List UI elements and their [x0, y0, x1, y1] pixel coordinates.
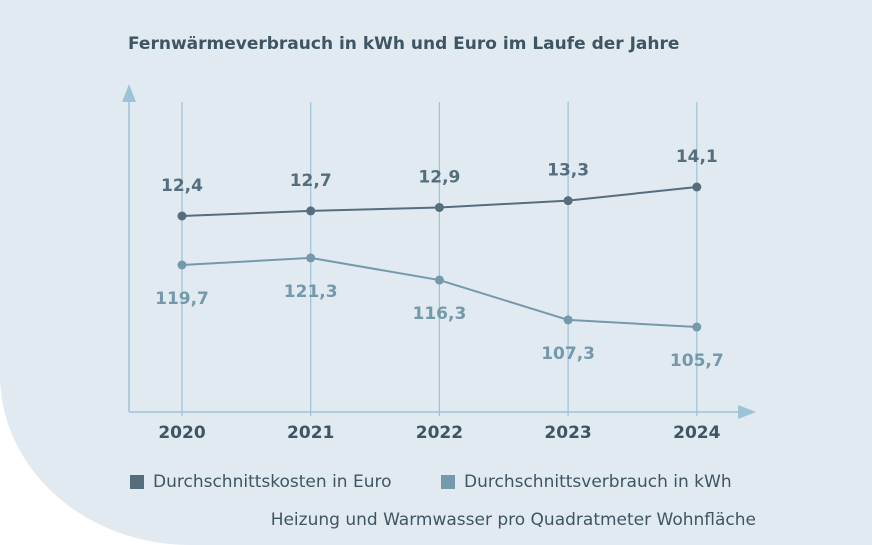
chart-title: Fernwärmeverbrauch in kWh und Euro im La… — [128, 34, 680, 54]
legend-item-euro: Durchschnittskosten in Euro — [130, 472, 392, 492]
data-point — [563, 315, 573, 325]
y-axis-arrow — [122, 84, 136, 102]
x-tick-label: 2022 — [416, 423, 463, 443]
data-label: 14,1 — [676, 147, 718, 167]
x-tick-label: 2021 — [287, 423, 334, 443]
data-point — [434, 202, 444, 212]
x-axis-arrow — [738, 405, 756, 419]
chart-note: Heizung und Warmwasser pro Quadratmeter … — [270, 510, 756, 530]
data-point — [306, 253, 316, 263]
data-label: 105,7 — [670, 351, 724, 371]
x-tick-label: 2024 — [673, 423, 720, 443]
data-label: 12,7 — [290, 171, 332, 191]
data-label: 107,3 — [541, 344, 595, 364]
data-label: 13,3 — [547, 161, 589, 181]
x-tick-label: 2023 — [544, 423, 591, 443]
legend-label-euro: Durchschnittskosten in Euro — [153, 472, 392, 492]
data-label: 119,7 — [155, 289, 209, 309]
data-point — [177, 211, 187, 221]
data-point — [563, 196, 573, 206]
data-point — [306, 206, 316, 216]
legend-swatch-euro — [130, 475, 144, 489]
legend-swatch-kwh — [441, 475, 455, 489]
data-point — [692, 322, 702, 332]
x-tick-label: 2020 — [158, 423, 205, 443]
data-point — [434, 275, 444, 285]
data-label: 121,3 — [284, 282, 338, 302]
legend-item-kwh: Durchschnittsverbrauch in kWh — [441, 472, 732, 492]
data-label: 12,9 — [418, 167, 460, 187]
data-label: 116,3 — [413, 304, 467, 324]
data-point — [177, 260, 187, 270]
data-label: 12,4 — [161, 176, 203, 196]
legend-label-kwh: Durchschnittsverbrauch in kWh — [464, 472, 732, 492]
data-point — [692, 182, 702, 192]
